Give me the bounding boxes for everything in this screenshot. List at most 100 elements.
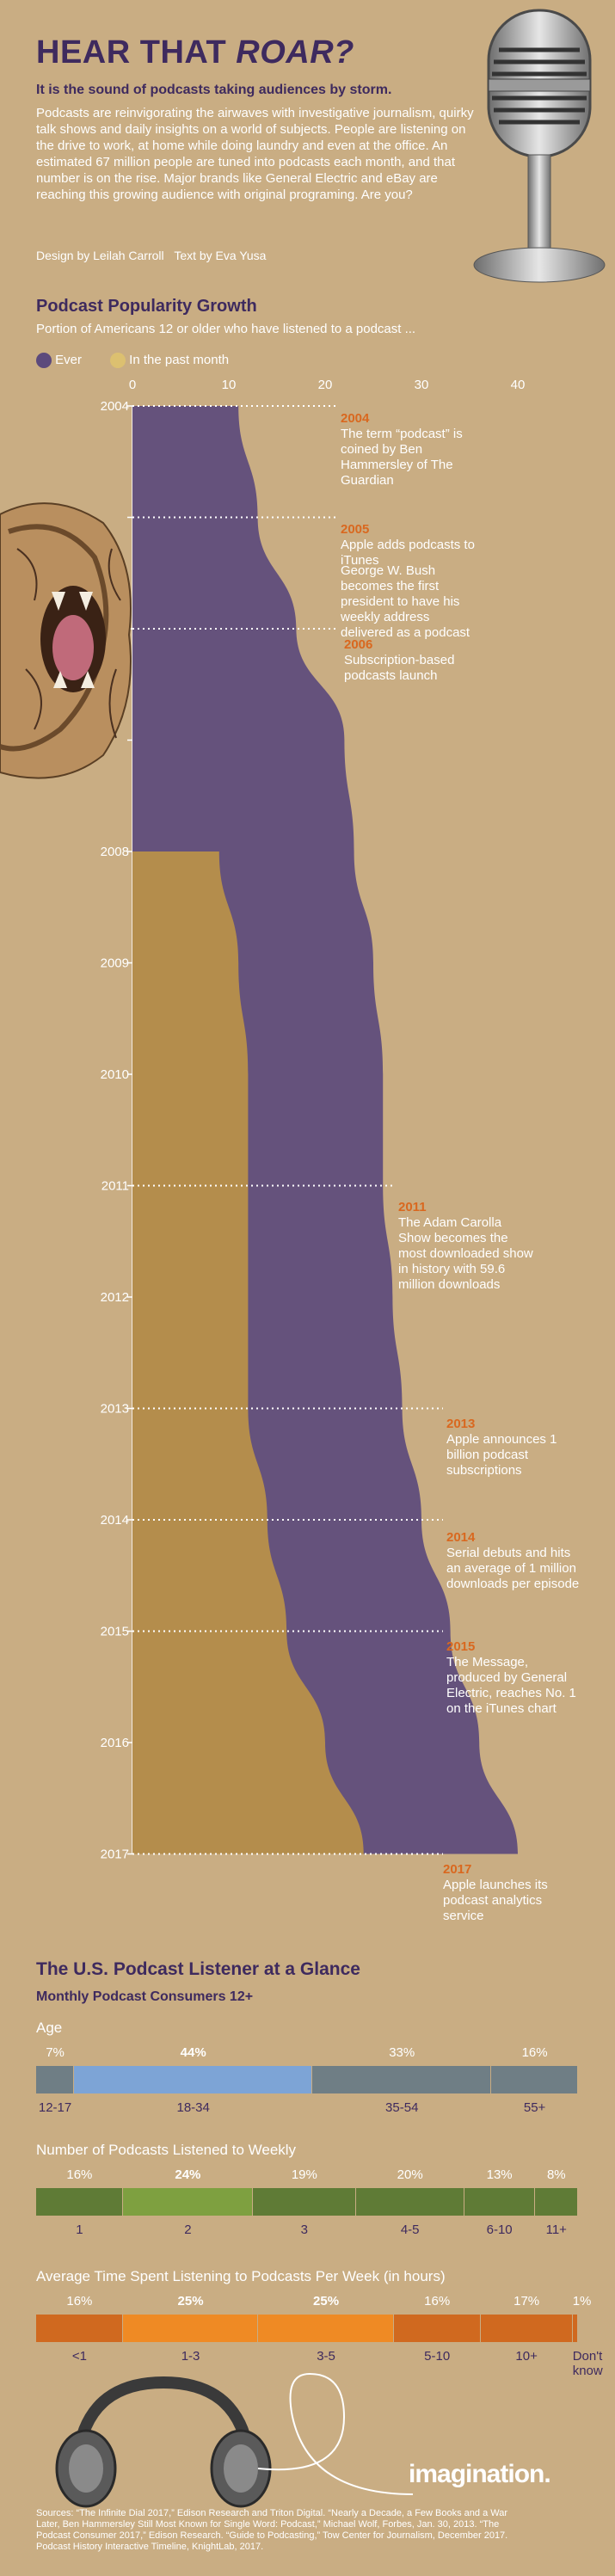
age-label: Age (36, 2020, 63, 2036)
legend-month: In the past month (110, 353, 230, 369)
bar-segment (253, 2188, 355, 2216)
bar-percent-label: 20% (397, 2167, 423, 2182)
bar-segment (572, 2315, 577, 2342)
year-label: 2015 (101, 1625, 129, 1639)
bar-category-label: 5-10 (424, 2349, 451, 2364)
page-subtitle: It is the sound of podcasts taking audie… (36, 83, 392, 97)
event-2011: 2011 The Adam Carolla Show becomes the mo… (398, 1200, 536, 1293)
event-2005b: George W. Bush becomes the first preside… (341, 563, 478, 641)
bar-category-label: 35-54 (385, 2100, 419, 2115)
bar-percent-label: 17% (514, 2294, 540, 2309)
event-2006: 2006 Subscription-based podcasts launch (344, 637, 482, 684)
bar-percent-label: 19% (291, 2167, 317, 2182)
bar-percent-label: 44% (180, 2045, 206, 2060)
bar-segment (122, 2188, 252, 2216)
bar-category-label: 10+ (515, 2349, 538, 2364)
x-tick-label: 40 (511, 378, 526, 392)
bar-category-label: <1 (71, 2349, 87, 2364)
year-label: 2004 (101, 399, 129, 414)
bar-category-label: 4-5 (400, 2222, 420, 2237)
bar-category-label: 18-34 (176, 2100, 210, 2115)
x-tick-label: 30 (415, 378, 429, 392)
legend-month-label: In the past month (129, 353, 230, 367)
event-2017: 2017 Apple launches its podcast analytics… (443, 1862, 581, 1924)
event-2013: 2013 Apple announces 1 billion podcast su… (446, 1417, 584, 1479)
bar-category-label: 1-3 (181, 2349, 200, 2364)
event-2006-year: 2006 (344, 637, 373, 652)
bar-segment (312, 2066, 491, 2093)
event-2005b-text: George W. Bush becomes the first preside… (341, 563, 470, 640)
bar-segment (74, 2066, 312, 2093)
bar-percent-label: 25% (177, 2294, 204, 2309)
event-2013-text: Apple announces 1 billion podcast subscr… (446, 1432, 557, 1478)
event-2004: 2004 The term “podcast” is coined by Ben … (341, 411, 478, 489)
event-2011-text: The Adam Carolla Show becomes the most d… (398, 1215, 533, 1292)
year-label: 2016 (101, 1736, 129, 1750)
bar-category-label: 11+ (545, 2222, 567, 2237)
event-2004-year: 2004 (341, 411, 370, 426)
event-2005: 2005 Apple adds podcasts to iTunes (341, 522, 478, 569)
bar-percent-label: 24% (175, 2167, 201, 2182)
legend-ever: Ever (36, 353, 83, 369)
glance-title: The U.S. Podcast Listener at a Glance (36, 1959, 360, 1979)
bar-percent-label: 16% (66, 2294, 93, 2309)
year-label: 2009 (101, 956, 129, 971)
event-2014: 2014 Serial debuts and hits an average of… (446, 1530, 584, 1592)
text-credit: Text by Eva Yusa (174, 249, 267, 262)
event-2004-text: The term “podcast” is coined by Ben Hamm… (341, 427, 463, 488)
event-2014-year: 2014 (446, 1530, 476, 1545)
bar-percent-label: 7% (46, 2045, 65, 2060)
year-label: 2010 (101, 1067, 129, 1082)
year-label: 2012 (101, 1290, 129, 1305)
bar-segment (464, 2188, 534, 2216)
bar-percent-label: 16% (424, 2294, 451, 2309)
microphone-illustration (473, 9, 606, 283)
number-label: Number of Podcasts Listened to Weekly (36, 2142, 297, 2158)
bar-segment (355, 2188, 464, 2216)
bar-category-label: 2 (184, 2222, 192, 2237)
series-area-past-month (132, 851, 364, 1854)
bar-percent-label: 13% (486, 2167, 513, 2182)
title-main: HEAR THAT (36, 34, 237, 71)
bar-segment (534, 2188, 577, 2216)
glance-subtitle: Monthly Podcast Consumers 12+ (36, 1989, 254, 2004)
bar-segment (491, 2066, 577, 2093)
growth-title: Podcast Popularity Growth (36, 297, 257, 316)
title-emphasis: ROAR? (236, 34, 354, 71)
bar-category-label: 6-10 (486, 2222, 513, 2237)
bar-category-label: 3-5 (317, 2349, 335, 2364)
bar-percent-label: 33% (389, 2045, 415, 2060)
legend-ever-label: Ever (55, 353, 83, 367)
design-credit: Design by Leilah Carroll (36, 249, 164, 262)
bar-segment (393, 2315, 480, 2342)
event-2015-year: 2015 (446, 1639, 476, 1654)
event-2017-year: 2017 (443, 1862, 472, 1877)
event-2006-text: Subscription-based podcasts launch (344, 653, 455, 683)
year-label: 2008 (101, 845, 129, 859)
bar-segment (480, 2315, 572, 2342)
year-label: 2014 (101, 1513, 129, 1528)
bar-category-label: 55+ (523, 2100, 546, 2115)
event-2005-year: 2005 (341, 522, 370, 537)
bar-segment (122, 2315, 258, 2342)
event-2015-text: The Message, produced by General Electri… (446, 1655, 576, 1716)
bar-percent-label: 25% (313, 2294, 340, 2309)
bar-category-label: 3 (300, 2222, 309, 2237)
x-tick-label: 0 (129, 378, 136, 392)
year-label: 2011 (101, 1179, 129, 1194)
bar-percent-label: 16% (521, 2045, 548, 2060)
x-tick-label: 10 (222, 378, 237, 392)
bar-percent-label: 1% (572, 2294, 592, 2309)
credits: Design by Leilah Carroll Text by Eva Yus… (36, 249, 266, 262)
bar-category-label: 12-17 (38, 2100, 72, 2115)
legend-month-swatch (110, 353, 126, 369)
x-tick-label: 20 (318, 378, 333, 392)
event-2017-text: Apple launches its podcast analytics ser… (443, 1878, 548, 1923)
bar-segment (36, 2188, 122, 2216)
event-2015: 2015 The Message, produced by General Ele… (446, 1639, 584, 1717)
bar-category-label: Don't know (572, 2349, 603, 2378)
intro-paragraph: Podcasts are reinvigorating the airwaves… (36, 106, 474, 202)
bar-segment (36, 2315, 122, 2342)
growth-subtitle: Portion of Americans 12 or older who hav… (36, 322, 416, 336)
event-2005-text: Apple adds podcasts to iTunes (341, 538, 475, 568)
